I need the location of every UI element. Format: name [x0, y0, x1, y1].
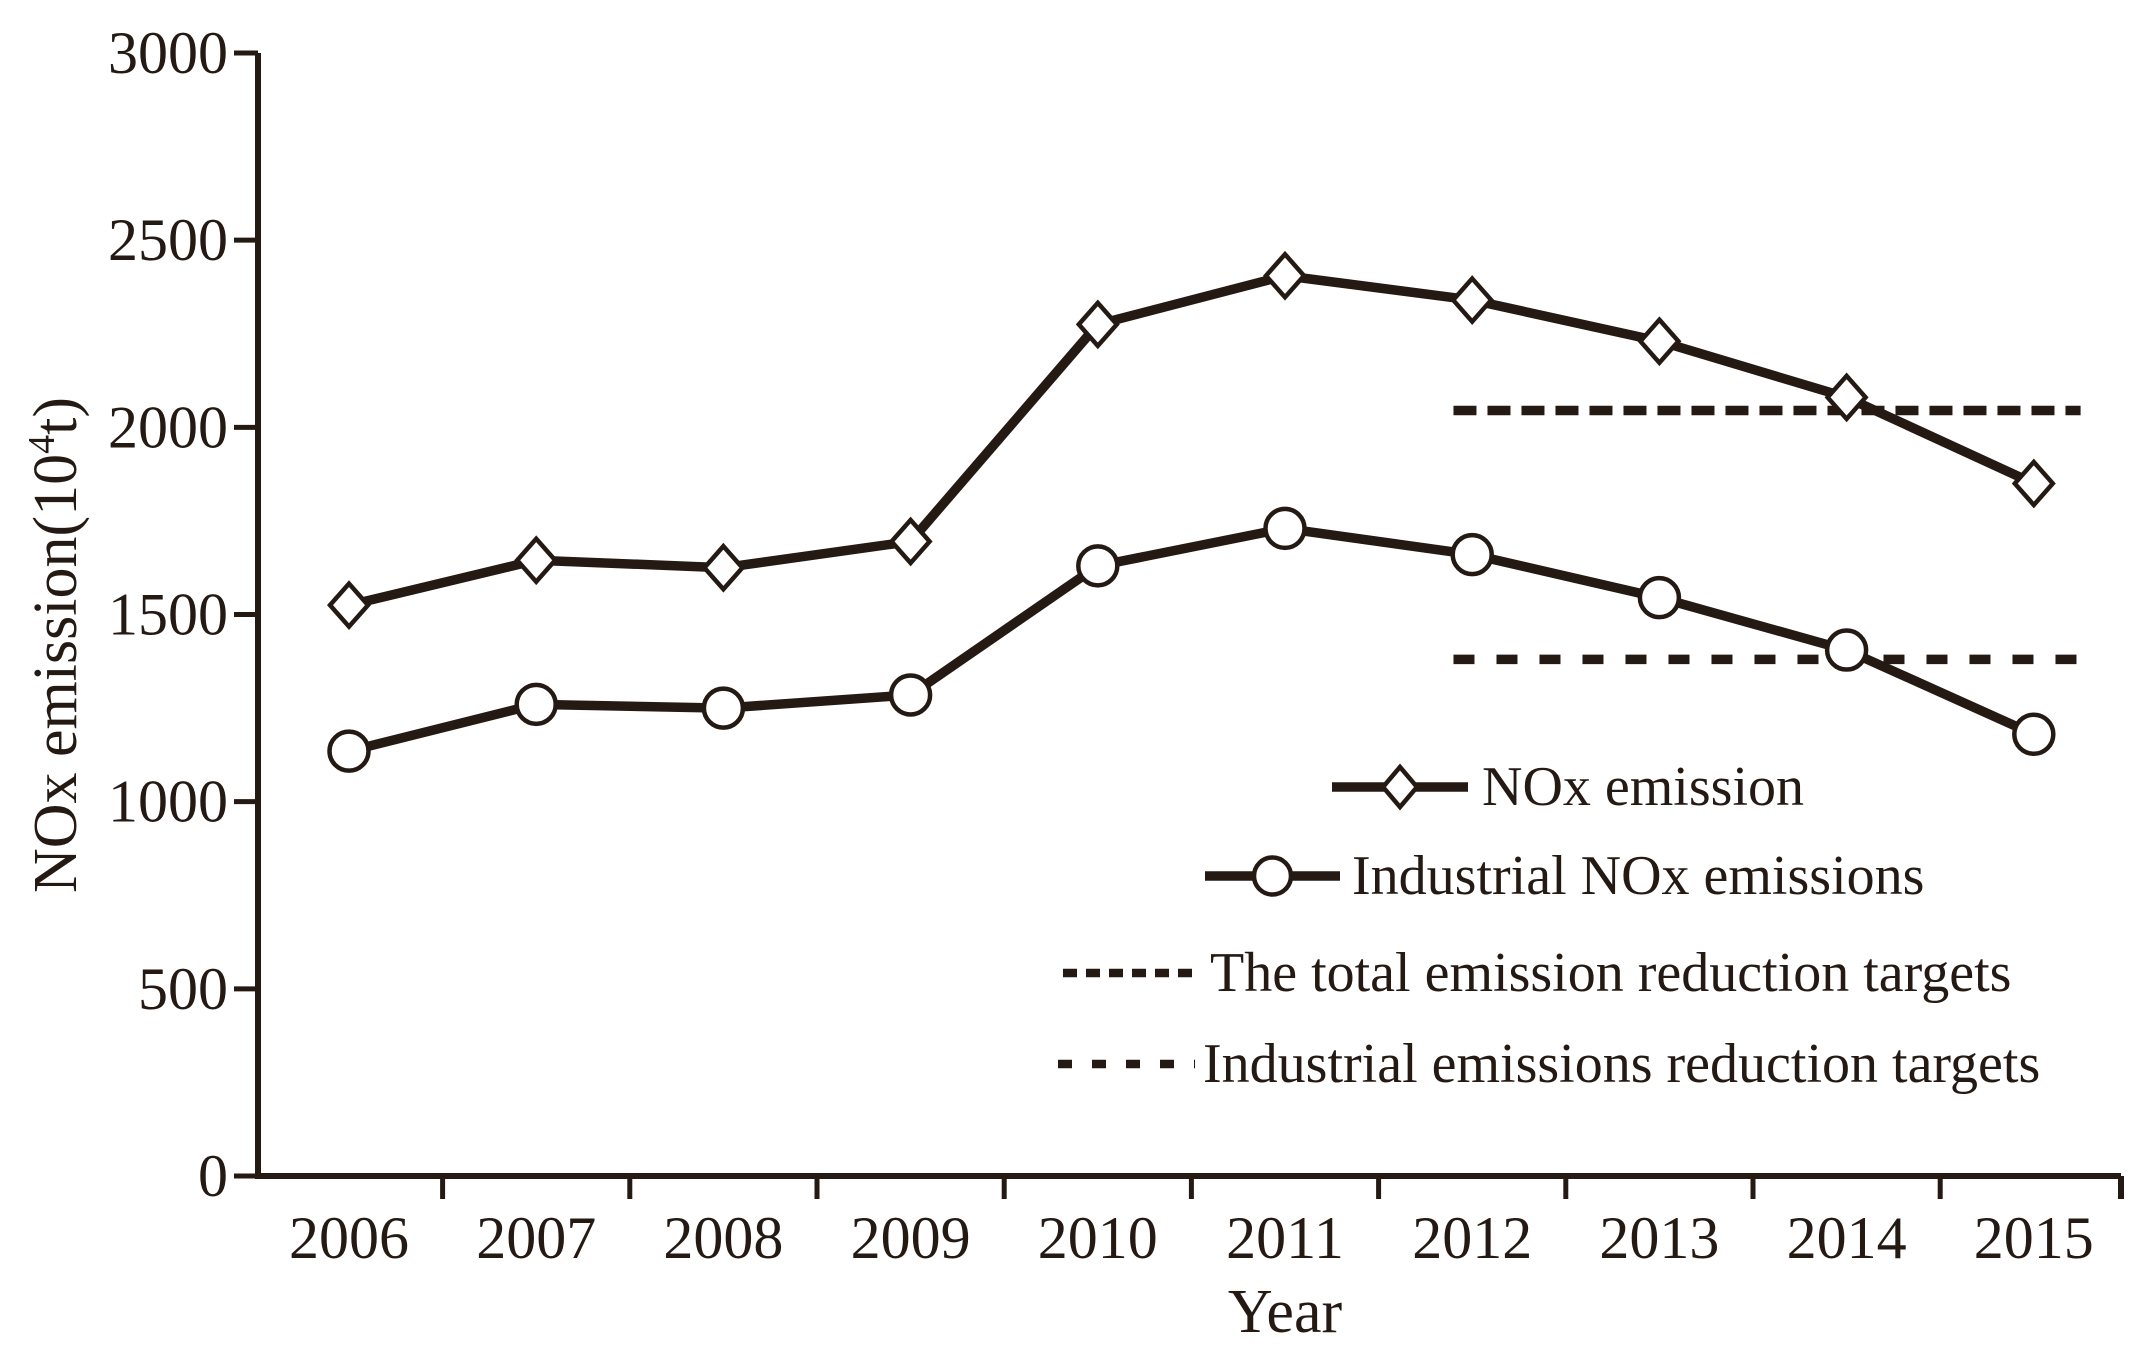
circle-marker — [1251, 855, 1294, 897]
circle-marker — [1076, 544, 1120, 588]
legend-label: Industrial NOx emissions — [1352, 845, 1924, 907]
diamond-marker — [888, 516, 933, 567]
series-lines — [347, 270, 2036, 756]
circle-marker — [514, 682, 558, 727]
y-tick-label: 1000 — [108, 769, 228, 835]
diamond-marker — [1380, 763, 1420, 811]
circle-marker — [1263, 506, 1307, 551]
circle-marker — [888, 673, 933, 717]
circle-marker — [2012, 712, 2056, 757]
y-tick-label: 500 — [138, 956, 228, 1022]
legend-item-the-total-emission-reduction-targets: The total emission reduction targets — [1063, 942, 2011, 1004]
diamond-marker — [1450, 275, 1495, 325]
x-tick-label: 2008 — [663, 1205, 783, 1271]
circle-marker — [1824, 628, 1869, 672]
x-tick-label: 2015 — [1974, 1205, 2094, 1271]
diamond-marker — [701, 542, 746, 593]
legend-item-industrial-emissions-reduction-targets: Industrial emissions reduction targets — [1058, 1033, 2040, 1095]
diamond-marker — [1824, 372, 1869, 423]
series-markers — [326, 250, 2056, 773]
series-line-nox-emission — [347, 270, 2036, 610]
circle-marker — [1450, 532, 1494, 577]
x-tick-label: 2009 — [851, 1205, 971, 1271]
diamond-marker — [514, 535, 559, 586]
x-tick-label: 2006 — [289, 1205, 409, 1271]
y-tick-label: 2000 — [108, 394, 228, 460]
x-axis-title: Year — [1228, 1278, 1343, 1346]
axes: 0 500 1000 1500 2000 2500 3000 2006 2007 2008 2009… — [108, 20, 2124, 1346]
diamond-marker — [1637, 316, 1682, 367]
x-tick-label: 2011 — [1226, 1205, 1344, 1271]
diamond-marker — [1262, 250, 1308, 301]
x-tick-label: 2013 — [1599, 1205, 1719, 1271]
y-tick-label: 3000 — [108, 20, 228, 86]
legend-item-nox-emission: NOx emission — [1332, 756, 1804, 818]
y-axis-title-text: NOx emission(104t) — [21, 397, 90, 893]
circle-marker — [701, 686, 746, 730]
x-tick-label: 2014 — [1787, 1205, 1907, 1271]
y-axis-title: NOx emission(104t) — [21, 397, 90, 893]
x-tick-label: 2012 — [1412, 1205, 1532, 1271]
circle-marker — [327, 729, 371, 773]
legend-item-industrial-nox-emissions: Industrial NOx emissions — [1205, 845, 1924, 907]
target-lines — [1453, 405, 2090, 665]
circle-marker — [1637, 575, 1682, 620]
x-tick-label: 2007 — [476, 1205, 596, 1271]
diamond-marker — [2011, 458, 2056, 509]
diamond-marker — [1075, 299, 1120, 350]
y-tick-label: 2500 — [108, 207, 228, 273]
legend-label: Industrial emissions reduction targets — [1203, 1033, 2040, 1095]
x-tick-label: 2010 — [1038, 1205, 1158, 1271]
legend: NOx emission Industrial NOx emissions The … — [1058, 756, 2040, 1095]
legend-label: NOx emission — [1482, 756, 1804, 818]
diamond-marker — [326, 580, 372, 631]
y-tick-label: 0 — [198, 1143, 228, 1209]
legend-label: The total emission reduction targets — [1210, 942, 2011, 1004]
y-tick-label: 1500 — [108, 582, 228, 648]
series-line-industrial-nox-emissions — [347, 523, 2036, 756]
